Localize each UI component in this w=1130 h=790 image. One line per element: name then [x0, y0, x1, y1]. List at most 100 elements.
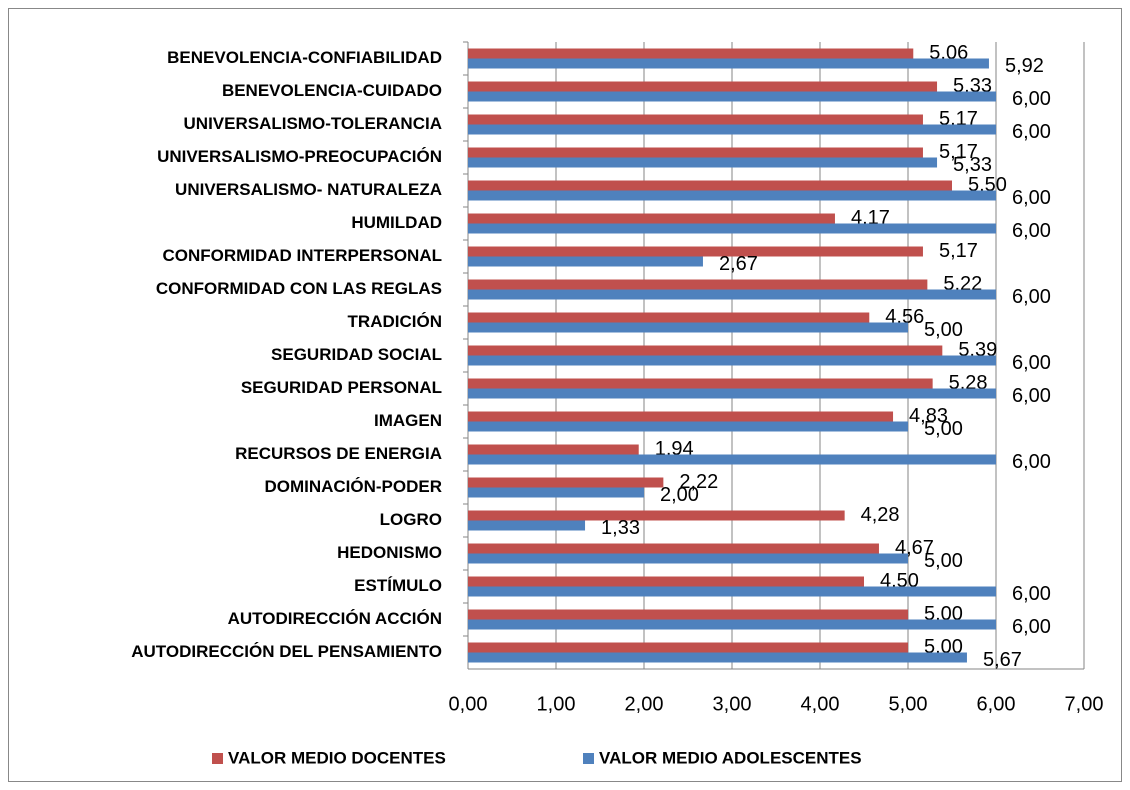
bar [468, 576, 864, 587]
value-label: 5,39 [958, 339, 997, 361]
bar [468, 180, 952, 191]
y-tick-label: SEGURIDAD SOCIAL [271, 345, 442, 364]
value-label: 5,00 [924, 636, 963, 658]
value-label: 5,22 [943, 273, 982, 295]
x-tick-label: 3,00 [713, 693, 752, 715]
x-tick-label: 7,00 [1065, 693, 1104, 715]
bar [468, 421, 908, 432]
bar [468, 147, 923, 158]
y-tick-label: AUTODIRECCIÓN ACCIÓN [228, 609, 442, 628]
value-label: 5,17 [939, 240, 978, 262]
value-label: 5,00 [924, 603, 963, 625]
bar [468, 124, 996, 135]
y-tick-label: CONFORMIDAD CON LAS REGLAS [156, 279, 442, 298]
y-tick-label: RECURSOS DE ENERGIA [235, 444, 442, 463]
bar [468, 279, 928, 290]
bar [468, 388, 996, 399]
bar [468, 586, 996, 597]
bar [468, 345, 943, 356]
y-tick-label: ESTÍMULO [354, 576, 442, 595]
legend-label: VALOR MEDIO ADOLESCENTES [599, 748, 862, 767]
value-label: 6,00 [1012, 352, 1051, 374]
x-tick-label: 5,00 [889, 693, 928, 715]
value-label: 5,67 [983, 649, 1022, 671]
bar [468, 487, 644, 498]
value-label: 2,67 [719, 253, 758, 275]
value-label: 5,33 [953, 154, 992, 176]
legend-swatch [212, 753, 223, 764]
y-tick-label: BENEVOLENCIA-CUIDADO [222, 81, 442, 100]
x-tick-label: 0,00 [449, 693, 488, 715]
value-label: 5,06 [929, 42, 968, 64]
bar [468, 91, 996, 102]
value-label: 5,92 [1005, 55, 1044, 77]
bar [468, 81, 938, 92]
value-label: 5,28 [949, 372, 988, 394]
legend-label: VALOR MEDIO DOCENTES [228, 748, 446, 767]
y-tick-label: UNIVERSALISMO-PREOCUPACIÓN [157, 147, 442, 166]
value-label: 5,17 [939, 108, 978, 130]
value-label: 2,22 [679, 471, 718, 493]
bar [468, 543, 879, 554]
value-label: 4,67 [895, 537, 934, 559]
value-label: 4,56 [885, 306, 924, 328]
y-tick-label: HUMILDAD [351, 213, 442, 232]
bar [468, 477, 664, 488]
bar [468, 322, 908, 333]
bar [468, 58, 989, 69]
value-label: 4,50 [880, 570, 919, 592]
bar [468, 190, 996, 201]
value-label: 1,94 [655, 438, 694, 460]
y-tick-label: AUTODIRECCIÓN DEL PENSAMIENTO [131, 642, 442, 661]
y-tick-label: UNIVERSALISMO- NATURALEZA [175, 180, 442, 199]
value-label: 2,00 [660, 484, 699, 506]
y-tick-label: BENEVOLENCIA-CONFIABILIDAD [167, 48, 442, 67]
x-tick-label: 6,00 [977, 693, 1016, 715]
bar [468, 652, 967, 663]
bar [468, 223, 996, 234]
bar [468, 510, 845, 521]
y-tick-label: UNIVERSALISMO-TOLERANCIA [184, 114, 442, 133]
x-tick-label: 4,00 [801, 693, 840, 715]
bar [468, 355, 996, 366]
y-tick-label: TRADICIÓN [348, 312, 442, 331]
bar [468, 619, 996, 630]
value-label: 6,00 [1012, 220, 1051, 242]
y-tick-label: SEGURIDAD PERSONAL [241, 378, 442, 397]
x-tick-label: 2,00 [625, 693, 664, 715]
bar [468, 444, 639, 455]
bar [468, 520, 586, 531]
y-tick-label: DOMINACIÓN-PODER [264, 477, 442, 496]
value-label: 6,00 [1012, 616, 1051, 638]
bar [468, 642, 908, 653]
bar [468, 256, 703, 267]
bar [468, 289, 996, 300]
bar [468, 157, 938, 168]
value-label: 6,00 [1012, 583, 1051, 605]
value-label: 4,28 [861, 504, 900, 526]
y-tick-label: IMAGEN [374, 411, 442, 430]
value-label: 5,17 [939, 141, 978, 163]
bar [468, 114, 923, 125]
bar [468, 609, 908, 620]
value-label: 4,83 [909, 405, 948, 427]
y-tick-label: HEDONISMO [337, 543, 442, 562]
value-label: 5,00 [924, 550, 963, 572]
bar [468, 213, 835, 224]
y-tick-label: LOGRO [380, 510, 442, 529]
bar [468, 411, 894, 422]
bar [468, 378, 933, 389]
legend-swatch [583, 753, 594, 764]
value-label: 4,17 [851, 207, 890, 229]
value-label: 5,50 [968, 174, 1007, 196]
x-tick-label: 1,00 [537, 693, 576, 715]
bar [468, 312, 870, 323]
value-label: 5,00 [924, 319, 963, 341]
value-label: 6,00 [1012, 451, 1051, 473]
bar [468, 454, 996, 465]
bar [468, 553, 908, 564]
bar [468, 48, 914, 59]
value-label: 1,33 [601, 517, 640, 539]
value-label: 6,00 [1012, 187, 1051, 209]
